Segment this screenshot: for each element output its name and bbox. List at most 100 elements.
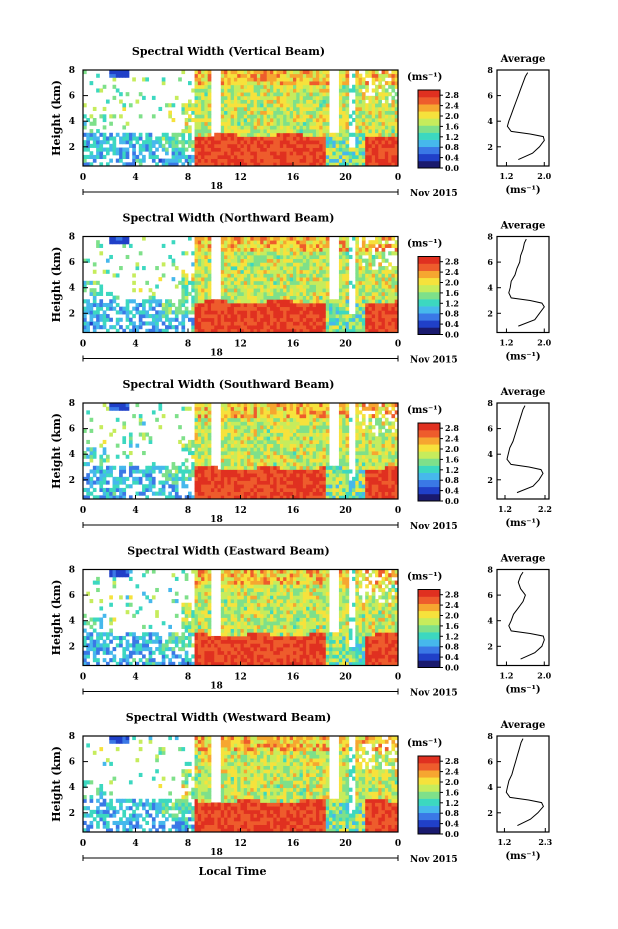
- heatmap-cell: [355, 258, 360, 263]
- heatmap-cell: [319, 476, 323, 481]
- heatmap-cell: [293, 310, 297, 315]
- heatmap-cell: [276, 273, 281, 278]
- heatmap-cell: [250, 314, 255, 319]
- heatmap-cell: [256, 106, 261, 112]
- heatmap-cell: [266, 288, 271, 293]
- heatmap-cell: [237, 114, 241, 119]
- heatmap-cell: [263, 447, 268, 452]
- heatmap-cell: [322, 403, 327, 408]
- heatmap-cell: [253, 314, 258, 319]
- heatmap-cell: [355, 147, 360, 152]
- heatmap-cell: [243, 247, 248, 252]
- heatmap-cell: [256, 487, 261, 493]
- heatmap-cell: [260, 403, 264, 408]
- heatmap-cell: [338, 70, 343, 75]
- heatmap-cell: [342, 243, 346, 248]
- heatmap-cell: [224, 425, 228, 430]
- heatmap-cell: [207, 129, 212, 134]
- heatmap-cell: [256, 132, 261, 137]
- heatmap-cell: [151, 295, 156, 300]
- heatmap-cell: [253, 406, 258, 411]
- heatmap-cell: [361, 295, 366, 300]
- heatmap-cell: [83, 147, 87, 152]
- heatmap-cell: [348, 328, 353, 333]
- heatmap-cell: [312, 302, 317, 308]
- heatmap-cell: [306, 454, 310, 459]
- heatmap-cell: [270, 88, 274, 93]
- heatmap-cell: [174, 473, 179, 478]
- heatmap-cell: [342, 99, 346, 104]
- heatmap-cell: [128, 473, 133, 478]
- heatmap-cell: [296, 451, 300, 456]
- heatmap-cell: [273, 121, 277, 126]
- heatmap-cell: [286, 428, 291, 433]
- heatmap-cell: [312, 436, 317, 441]
- heatmap-cell: [181, 162, 186, 167]
- heatmap-cell: [260, 306, 264, 311]
- heatmap-cell: [96, 240, 100, 245]
- heatmap-cell: [306, 162, 310, 167]
- heatmap-cell: [342, 77, 346, 82]
- heatmap-cell: [99, 314, 104, 319]
- heatmap-cell: [342, 317, 346, 322]
- heatmap-cell: [263, 147, 268, 152]
- heatmap-cell: [119, 403, 123, 408]
- heatmap-cell: [391, 143, 396, 148]
- heatmap: [83, 70, 399, 167]
- heatmap-cell: [322, 458, 327, 463]
- heatmap-cell: [230, 114, 235, 119]
- heatmap-cell: [358, 310, 363, 315]
- heatmap-cell: [378, 125, 382, 130]
- heatmap-cell: [119, 240, 123, 245]
- heatmap-cell: [230, 425, 235, 430]
- heatmap-cell: [247, 118, 251, 123]
- heatmap-cell: [109, 136, 113, 141]
- heatmap-cell: [243, 317, 248, 322]
- heatmap-cell: [279, 77, 284, 82]
- heatmap-cell: [201, 454, 205, 459]
- heatmap-cell: [194, 414, 199, 419]
- heatmap-cell: [309, 447, 314, 452]
- heatmap-cell: [332, 147, 337, 152]
- heatmap-cell: [224, 251, 228, 256]
- heatmap-cell: [276, 306, 281, 311]
- heatmap-cell: [296, 465, 300, 470]
- heatmap-cell: [315, 125, 320, 130]
- heatmap-cell: [342, 236, 346, 241]
- heatmap-cell: [227, 236, 232, 241]
- heatmap-cell: [230, 273, 235, 278]
- heatmap-cell: [384, 70, 389, 75]
- heatmap-cell: [247, 262, 251, 267]
- heatmap-cell: [384, 132, 389, 137]
- heatmap-cell: [283, 106, 287, 112]
- heatmap-cell: [279, 480, 284, 485]
- heatmap-cell: [256, 92, 261, 97]
- heatmap-cell: [342, 129, 346, 134]
- heatmap-cell: [135, 158, 140, 163]
- heatmap-cell: [260, 436, 264, 441]
- heatmap-cell: [338, 302, 343, 308]
- heatmap-cell: [266, 110, 271, 115]
- heatmap-cell: [325, 299, 330, 304]
- heatmap-cell: [309, 480, 314, 485]
- heatmap-cell: [270, 158, 274, 163]
- heatmap-cell: [315, 284, 320, 289]
- heatmap-cell: [263, 476, 268, 481]
- heatmap-cell: [250, 266, 255, 271]
- heatmap-cell: [266, 251, 271, 256]
- heatmap-cell: [191, 273, 195, 278]
- heatmap-cell: [250, 410, 255, 415]
- heatmap-cell: [276, 328, 281, 333]
- heatmap-cell: [365, 147, 369, 152]
- heatmap-cell: [142, 77, 146, 82]
- heatmap-cell: [92, 136, 97, 141]
- heatmap-cell: [299, 403, 304, 408]
- heatmap-cell: [89, 317, 94, 322]
- heatmap-cell: [289, 136, 294, 141]
- heatmap-cell: [253, 81, 258, 86]
- heatmap-cell: [375, 103, 379, 108]
- heatmap-cell: [312, 458, 317, 463]
- heatmap-cell: [247, 447, 251, 452]
- heatmap-cell: [391, 121, 396, 126]
- heatmap-cell: [256, 151, 261, 156]
